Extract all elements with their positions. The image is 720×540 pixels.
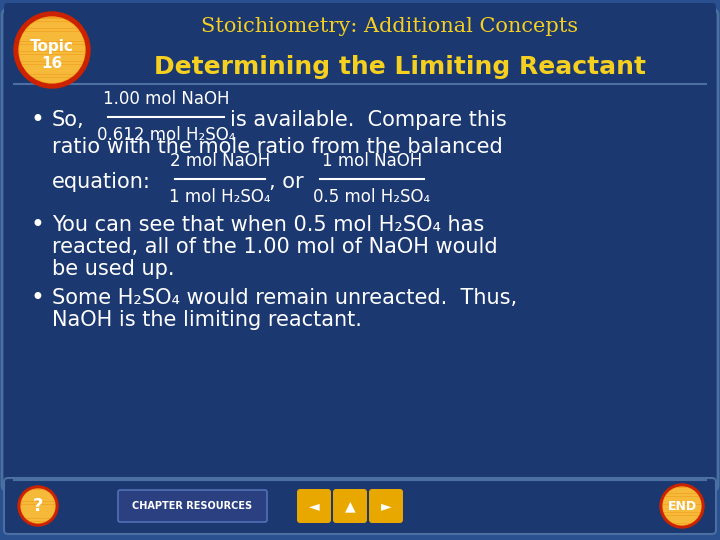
Bar: [19, 82, 85, 83]
Text: Determining the Limiting Reactant: Determining the Limiting Reactant: [154, 55, 646, 79]
Bar: [19, 71, 85, 73]
FancyBboxPatch shape: [4, 478, 716, 534]
Text: ►: ►: [381, 499, 391, 513]
Bar: [19, 68, 85, 70]
Text: be used up.: be used up.: [52, 259, 174, 279]
Text: Stoichiometry: Additional Concepts: Stoichiometry: Additional Concepts: [202, 17, 579, 36]
Text: equation:: equation:: [52, 172, 151, 192]
Text: Some H₂SO₄ would remain unreacted.  Thus,: Some H₂SO₄ would remain unreacted. Thus,: [52, 288, 517, 308]
Text: CHAPTER RESOURCES: CHAPTER RESOURCES: [132, 501, 252, 511]
Bar: [21, 490, 55, 492]
Text: END: END: [667, 500, 696, 512]
Text: ◄: ◄: [309, 499, 319, 513]
Bar: [21, 510, 55, 512]
Circle shape: [663, 487, 701, 525]
Bar: [19, 22, 85, 24]
FancyBboxPatch shape: [297, 489, 331, 523]
Bar: [21, 504, 55, 506]
Text: •: •: [30, 108, 44, 132]
Text: ?: ?: [33, 497, 43, 515]
Bar: [21, 519, 55, 520]
Bar: [19, 62, 85, 63]
Bar: [19, 65, 85, 66]
Circle shape: [18, 486, 58, 526]
Bar: [21, 496, 55, 497]
Text: 1.00 mol NaOH: 1.00 mol NaOH: [103, 90, 229, 108]
Text: 2 mol NaOH: 2 mol NaOH: [170, 152, 270, 170]
Bar: [663, 502, 701, 503]
Bar: [663, 488, 701, 490]
Bar: [663, 505, 701, 506]
Bar: [663, 496, 701, 498]
Text: •: •: [30, 286, 44, 310]
Bar: [663, 508, 701, 509]
Bar: [19, 32, 85, 33]
Text: NaOH is the limiting reactant.: NaOH is the limiting reactant.: [52, 310, 362, 330]
Text: ▲: ▲: [345, 499, 355, 513]
Text: 16: 16: [41, 56, 63, 71]
Text: , or: , or: [269, 172, 304, 192]
Bar: [19, 78, 85, 80]
Bar: [19, 35, 85, 37]
Bar: [21, 499, 55, 501]
Bar: [663, 494, 701, 495]
FancyBboxPatch shape: [4, 3, 716, 49]
Text: reacted, all of the 1.00 mol of NaOH would: reacted, all of the 1.00 mol of NaOH wou…: [52, 237, 498, 257]
Bar: [21, 522, 55, 523]
Bar: [21, 508, 55, 509]
Text: Topic: Topic: [30, 39, 74, 55]
Bar: [663, 521, 701, 522]
Bar: [663, 516, 701, 517]
Bar: [19, 55, 85, 57]
Bar: [21, 513, 55, 515]
Text: ratio with the mole ratio from the balanced: ratio with the mole ratio from the balan…: [52, 137, 503, 157]
FancyBboxPatch shape: [118, 490, 267, 522]
Bar: [663, 499, 701, 501]
Bar: [663, 513, 701, 514]
Bar: [19, 25, 85, 27]
Bar: [19, 58, 85, 60]
Bar: [663, 524, 701, 525]
Bar: [19, 29, 85, 30]
Bar: [663, 510, 701, 511]
Bar: [19, 52, 85, 53]
Text: 1 mol H₂SO₄: 1 mol H₂SO₄: [169, 188, 271, 206]
Circle shape: [14, 12, 90, 88]
FancyBboxPatch shape: [2, 9, 718, 491]
Circle shape: [660, 484, 704, 528]
Text: is available.  Compare this: is available. Compare this: [230, 110, 507, 130]
Text: •: •: [30, 213, 44, 237]
Bar: [19, 38, 85, 40]
Text: 1 mol NaOH: 1 mol NaOH: [322, 152, 422, 170]
FancyBboxPatch shape: [333, 489, 367, 523]
Bar: [19, 75, 85, 76]
Bar: [19, 42, 85, 43]
FancyBboxPatch shape: [369, 489, 403, 523]
Circle shape: [21, 489, 55, 523]
Bar: [21, 493, 55, 495]
Text: You can see that when 0.5 mol H₂SO₄ has: You can see that when 0.5 mol H₂SO₄ has: [52, 215, 485, 235]
Circle shape: [19, 17, 85, 83]
Bar: [21, 502, 55, 503]
Text: 0.5 mol H₂SO₄: 0.5 mol H₂SO₄: [313, 188, 431, 206]
Bar: [663, 518, 701, 519]
Text: 0.612 mol H₂SO₄: 0.612 mol H₂SO₄: [96, 126, 235, 144]
Bar: [21, 516, 55, 517]
Text: So,: So,: [52, 110, 85, 130]
Bar: [19, 49, 85, 50]
Bar: [663, 491, 701, 492]
Bar: [19, 19, 85, 21]
Bar: [19, 45, 85, 46]
